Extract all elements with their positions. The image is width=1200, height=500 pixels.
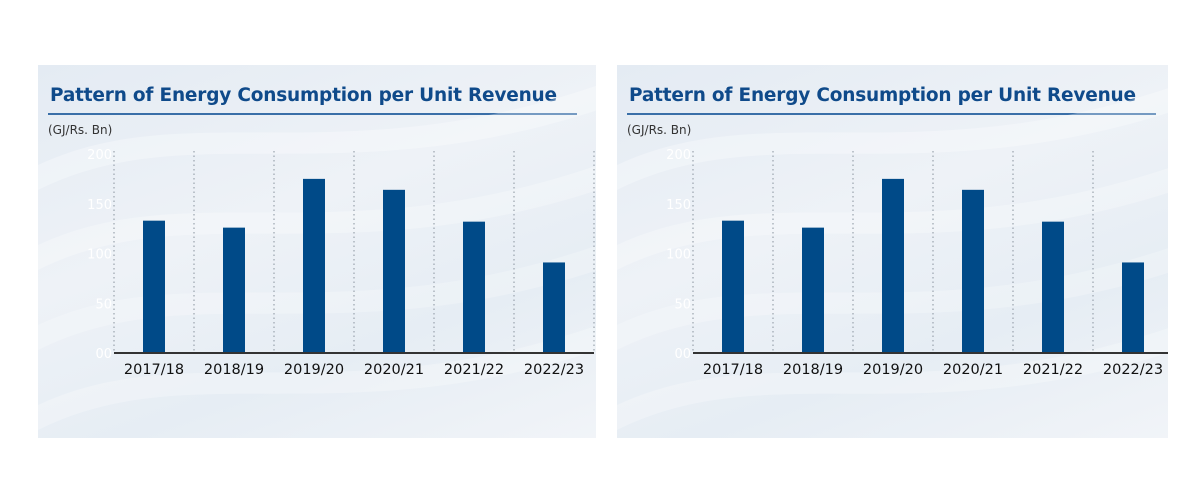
x-tick-label: 2020/21: [943, 362, 1003, 378]
y-tick-label: 00: [95, 347, 112, 362]
y-axis-unit: (GJ/Rs. Bn): [48, 123, 113, 137]
x-tick-label: 2017/18: [703, 362, 763, 378]
title-underline: [627, 113, 1156, 115]
bar-2018-19: [223, 227, 245, 353]
y-tick-label: 100: [87, 248, 112, 263]
chart-panel-right: Pattern of Energy Consumption per Unit R…: [617, 65, 1168, 438]
y-tick-label: 50: [674, 297, 691, 312]
bar-2017-18: [722, 220, 744, 353]
background-wave: [617, 87, 1168, 190]
x-tick-label: 2017/18: [124, 362, 184, 378]
bar-2022-23: [543, 262, 565, 353]
bar-chart: 00 50 100 150 200 2017/18 2018/19 2019/20 2020/2…: [38, 85, 596, 430]
bar-2022-23: [1122, 262, 1144, 353]
y-tick-label: 00: [674, 347, 691, 362]
y-tick-label: 100: [666, 248, 691, 263]
bar-2020-21: [962, 189, 984, 353]
bar-2020-21: [383, 189, 405, 353]
x-tick-label: 2018/19: [204, 362, 264, 378]
background-wave: [38, 325, 596, 430]
background-wave: [38, 85, 596, 190]
x-tick-label: 2020/21: [364, 362, 424, 378]
y-tick-label: 150: [666, 198, 691, 213]
y-tick-label: 200: [666, 148, 691, 163]
x-tick-label: 2022/23: [524, 362, 584, 378]
y-tick-label: 200: [87, 148, 112, 163]
title-underline: [48, 113, 577, 115]
chart-title: Pattern of Energy Consumption per Unit R…: [50, 85, 557, 106]
x-tick-label: 2019/20: [284, 362, 344, 378]
x-tick-label: 2022/23: [1103, 362, 1163, 378]
y-tick-label: 50: [95, 297, 112, 312]
bar-2019-20: [303, 178, 325, 353]
bar-2018-19: [802, 227, 824, 353]
bar-2021-22: [463, 221, 485, 353]
x-tick-label: 2021/22: [1023, 362, 1083, 378]
x-tick-label: 2021/22: [444, 362, 504, 378]
bar-2021-22: [1042, 221, 1064, 353]
bar-2019-20: [882, 178, 904, 353]
chart-title: Pattern of Energy Consumption per Unit R…: [629, 85, 1136, 106]
bar-chart: 00 50 100 150 200 2017/18 2018/19 2019/20 2020/2…: [617, 87, 1168, 430]
x-tick-label: 2018/19: [783, 362, 843, 378]
y-axis-unit: (GJ/Rs. Bn): [627, 123, 692, 137]
chart-panel-left: Pattern of Energy Consumption per Unit R…: [38, 65, 596, 438]
y-tick-label: 150: [87, 198, 112, 213]
x-tick-label: 2019/20: [863, 362, 923, 378]
background-wave: [617, 327, 1168, 430]
bar-2017-18: [143, 220, 165, 353]
